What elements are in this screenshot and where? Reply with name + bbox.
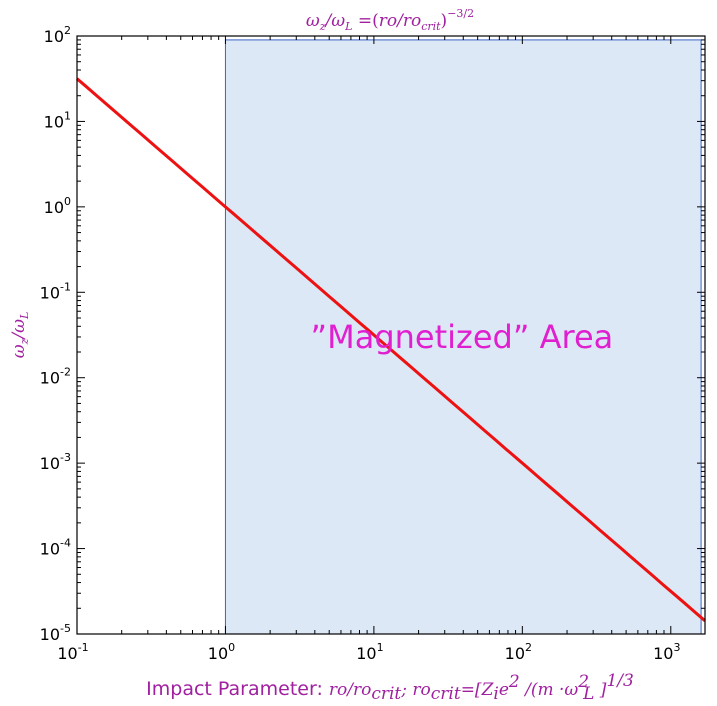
x-axis-label: Impact Parameter: ro/rocrit; rocrit=[Zie…: [146, 671, 634, 704]
x-tick-label: 103: [653, 641, 680, 663]
y-tick-label: 101: [44, 109, 71, 131]
y-tick-label: 102: [44, 24, 71, 46]
y-tick-label: 100: [44, 195, 71, 217]
y-tick-label: 10-4: [40, 537, 71, 559]
y-axis-ticks: 10-5 10-4 10-3 10-2 10-1 100 101 102: [40, 24, 705, 644]
y-tick-label: 10-1: [40, 280, 71, 302]
x-tick-label: 10-1: [57, 641, 88, 663]
x-tick-label: 102: [505, 641, 532, 663]
x-axis-ticks: 10-1 100 101 102 103: [57, 36, 680, 663]
x-tick-label: 100: [208, 641, 235, 663]
svg-text:ωz/ωL: ωz/ωL: [9, 312, 31, 359]
series-line: [76, 77, 706, 622]
magnetized-area-annotation: ”Magnetized” Area: [311, 318, 614, 356]
y-axis-label: ωz/ωL: [9, 312, 31, 359]
y-tick-label: 10-5: [40, 622, 71, 644]
magnetized-region: [224, 39, 702, 635]
y-tick-label: 10-3: [40, 451, 71, 473]
y-tick-label: 10-2: [40, 366, 71, 388]
chart-title: ωz/ωL =(ro/rocrit)−3/2: [306, 7, 474, 33]
plot-frame: [76, 35, 706, 635]
x-tick-label: 101: [356, 641, 383, 663]
